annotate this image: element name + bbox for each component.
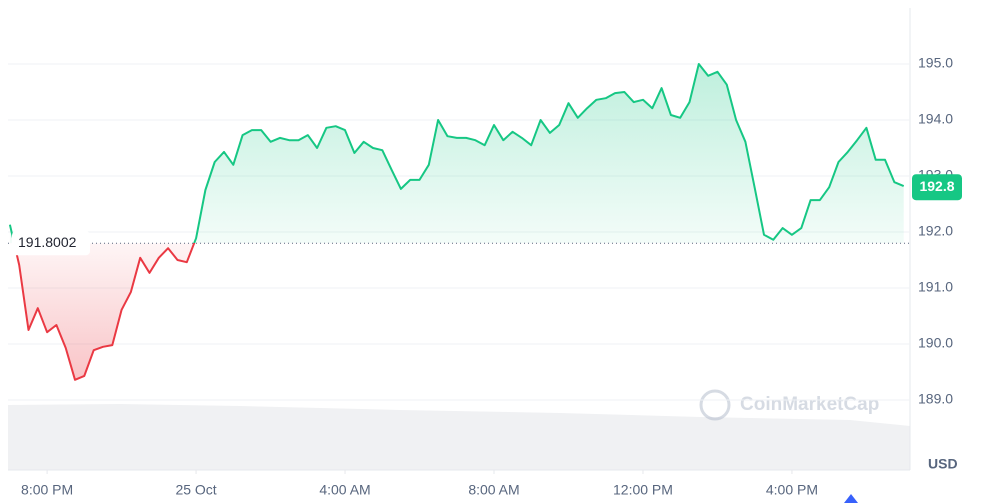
y-unit: USD bbox=[928, 456, 958, 472]
watermark: CoinMarketCap bbox=[699, 389, 879, 421]
x-tick-label: 8:00 PM bbox=[21, 482, 73, 498]
x-tick-label: 4:00 PM bbox=[766, 482, 818, 498]
watermark-text: CoinMarketCap bbox=[740, 394, 879, 415]
x-tick-label: 4:00 AM bbox=[319, 482, 370, 498]
baseline-label-bg bbox=[12, 231, 90, 256]
x-tick-label: 12:00 PM bbox=[613, 482, 673, 498]
x-tick-label: 25 Oct bbox=[175, 482, 216, 498]
watermark-logo bbox=[699, 389, 731, 421]
current-price-badge bbox=[912, 174, 962, 201]
y-tick-label: 195.0 bbox=[918, 55, 953, 71]
scroll-icon bbox=[844, 494, 858, 503]
volume-area bbox=[8, 404, 910, 470]
baseline-label: 191.8002 bbox=[18, 234, 77, 250]
y-tick-label: 194.0 bbox=[918, 111, 953, 127]
y-tick-label: 192.0 bbox=[918, 223, 953, 239]
x-tick-label: 8:00 AM bbox=[468, 482, 519, 498]
price-line bbox=[8, 63, 905, 381]
y-tick-label: 191.0 bbox=[918, 279, 953, 295]
area bbox=[9, 64, 904, 380]
y-tick-label: 190.0 bbox=[918, 335, 953, 351]
y-tick-label: 189.0 bbox=[918, 391, 953, 407]
current-price-label: 192.8 bbox=[919, 178, 954, 194]
